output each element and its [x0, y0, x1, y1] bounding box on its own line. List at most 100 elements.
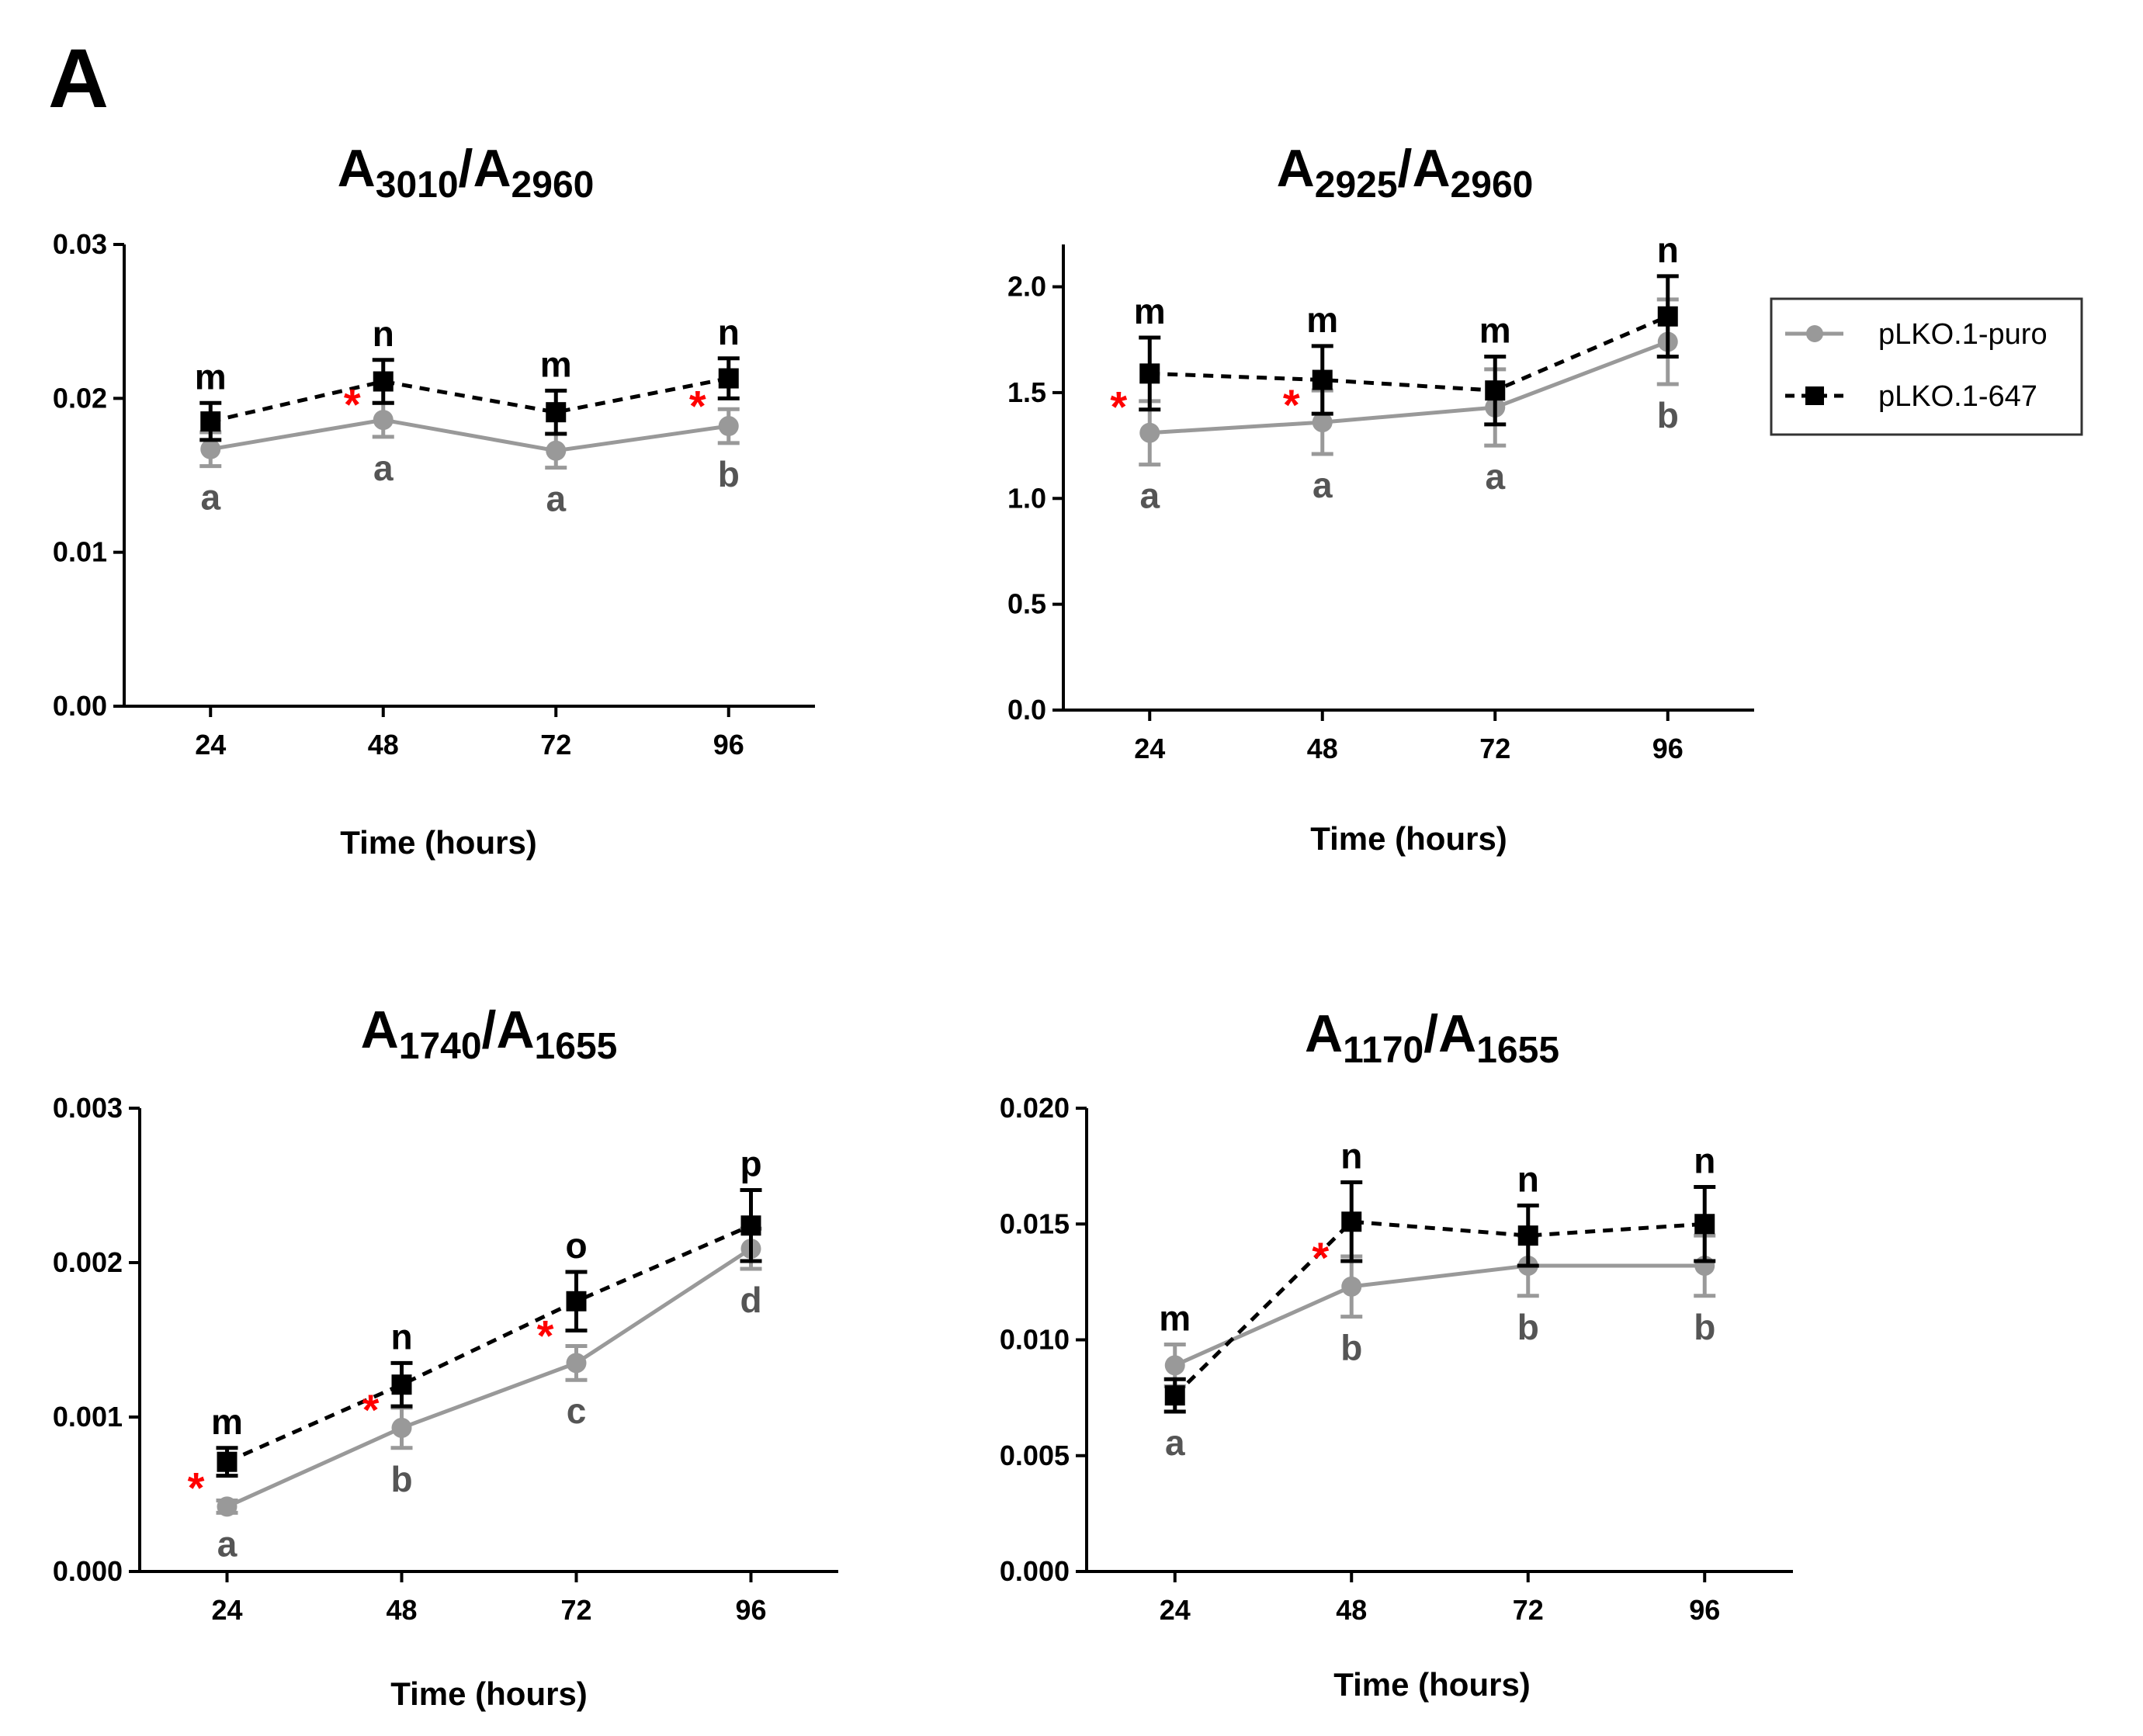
- title-subscript: 1655: [1476, 1030, 1559, 1071]
- data-point: [546, 440, 567, 461]
- data-point: [1485, 380, 1506, 401]
- series-line: [1150, 314, 1669, 393]
- y-tick-label: 0.001: [53, 1401, 123, 1433]
- data-point: [391, 1417, 412, 1438]
- significance-letter: m: [1134, 291, 1166, 331]
- title-subscript: 1170: [1343, 1030, 1423, 1071]
- significance-star: *: [689, 381, 706, 430]
- significance-letter: m: [1306, 300, 1338, 340]
- significance-letter: a: [1485, 456, 1505, 497]
- x-tick-label: 48: [386, 1594, 417, 1626]
- y-tick-label: 0.02: [53, 382, 107, 414]
- x-tick-label: 96: [735, 1594, 766, 1626]
- legend-label-puro: pLKO.1-puro: [1878, 318, 2048, 351]
- legend-entry-puro: pLKO.1-puro: [1785, 318, 2048, 351]
- data-point: [718, 368, 739, 389]
- data-point: [391, 1374, 412, 1395]
- legend-entry-647: pLKO.1-647: [1785, 380, 2037, 413]
- significance-letter: a: [200, 477, 220, 518]
- significance-letter: b: [1694, 1307, 1715, 1347]
- series-line: [226, 1223, 752, 1464]
- title-text: A: [361, 1000, 399, 1059]
- significance-letter: m: [1159, 1298, 1191, 1338]
- significance-letter: m: [540, 344, 572, 384]
- significance-letter: n: [1340, 1136, 1362, 1176]
- y-tick-label: 0.00: [53, 690, 107, 722]
- y-tick-label: 0.005: [1000, 1440, 1070, 1471]
- significance-star: *: [344, 379, 361, 428]
- chart-4: A1170/A1655 0.000 0.005 0.010 0.015 0.020 24 48…: [1000, 1004, 1793, 1703]
- data-point: [373, 371, 394, 392]
- y-tick-label: 0.000: [53, 1555, 123, 1587]
- chart-title: A1740/A1655: [361, 1000, 618, 1067]
- significance-letter: m: [195, 356, 227, 397]
- significance-letter: o: [565, 1225, 587, 1266]
- y-tick-label: 0.003: [53, 1092, 123, 1124]
- x-tick-label: 72: [540, 729, 571, 761]
- significance-letter: a: [546, 479, 566, 519]
- title-subscript: 2925: [1315, 165, 1398, 206]
- x-tick-label: 24: [195, 729, 226, 761]
- chart-1: A3010/A2960 0.00 0.01 0.02 0.03 24 48 72 96 Time …: [53, 139, 815, 861]
- significance-letter: d: [740, 1280, 761, 1320]
- data-point: [373, 410, 394, 431]
- x-tick-label: 96: [713, 729, 744, 761]
- title-text: A: [1277, 139, 1315, 198]
- title-subscript: 2960: [1451, 165, 1534, 206]
- title-text: A: [1305, 1004, 1343, 1063]
- significance-star: *: [537, 1312, 554, 1360]
- data-point: [217, 1496, 238, 1517]
- significance-letter: a: [1313, 465, 1333, 505]
- significance-letter: p: [740, 1143, 761, 1183]
- significance-letter: m: [211, 1402, 243, 1442]
- x-tick-label: 72: [1513, 1594, 1544, 1626]
- series-line: [226, 1246, 752, 1509]
- x-axis-title: Time (hours): [1310, 820, 1507, 857]
- significance-letter: a: [1139, 476, 1160, 516]
- title-text: A: [338, 139, 376, 198]
- data-point: [1312, 412, 1333, 433]
- panel-letter: A: [48, 31, 109, 125]
- x-tick-label: 24: [1160, 1594, 1191, 1626]
- chart-title: A1170/A1655: [1305, 1004, 1559, 1071]
- y-tick-label: 1.5: [1007, 376, 1046, 408]
- title-text: /A: [459, 139, 511, 198]
- data-point: [1341, 1276, 1362, 1297]
- significance-letter: n: [1657, 230, 1679, 270]
- title-subscript: 3010: [376, 165, 459, 206]
- data-point: [217, 1451, 238, 1472]
- legend-frame: [1770, 297, 2083, 436]
- series-line: [210, 418, 730, 453]
- data-point: [566, 1353, 587, 1374]
- significance-letter: b: [1657, 395, 1679, 435]
- title-subscript: 1740: [399, 1026, 482, 1067]
- data-point: [1341, 1211, 1362, 1232]
- y-tick-label: 0.020: [1000, 1092, 1070, 1124]
- significance-letter: n: [390, 1316, 412, 1357]
- y-tick-label: 0.002: [53, 1246, 123, 1278]
- x-axis-title: Time (hours): [1333, 1666, 1531, 1703]
- x-tick-label: 96: [1689, 1594, 1720, 1626]
- series-line: [1150, 340, 1669, 435]
- significance-star: *: [1283, 380, 1300, 429]
- significance-letter: n: [1517, 1159, 1539, 1199]
- y-tick-label: 0.010: [1000, 1324, 1070, 1356]
- x-tick-label: 96: [1652, 733, 1684, 764]
- x-tick-label: 48: [368, 729, 399, 761]
- data-point: [566, 1291, 587, 1312]
- x-tick-label: 48: [1336, 1594, 1367, 1626]
- data-point: [1164, 1385, 1185, 1406]
- x-tick-label: 48: [1307, 733, 1338, 764]
- title-text: /A: [482, 1000, 535, 1059]
- significance-letter: n: [718, 312, 740, 352]
- data-point: [546, 402, 567, 423]
- significance-letter: n: [1694, 1140, 1715, 1180]
- significance-letter: a: [1165, 1422, 1185, 1463]
- x-tick-label: 72: [1479, 733, 1510, 764]
- x-axis-title: Time (hours): [390, 1675, 588, 1712]
- data-point: [1139, 363, 1160, 384]
- significance-letter: b: [1517, 1307, 1539, 1347]
- data-point: [1657, 306, 1678, 327]
- data-point: [1694, 1214, 1715, 1235]
